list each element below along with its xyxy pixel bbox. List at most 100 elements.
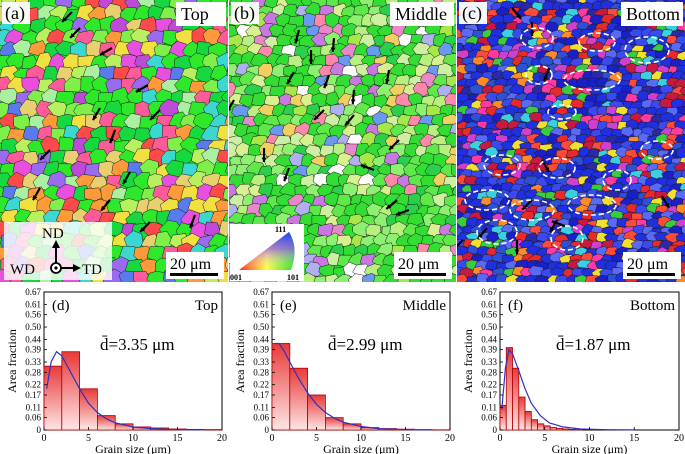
y-tick-label: 0.28	[481, 367, 497, 377]
y-tick-label: 0.33	[481, 357, 497, 367]
x-tick-label: 10	[356, 433, 366, 444]
panel-label: (a)	[5, 3, 25, 24]
position-label: Top	[181, 4, 209, 24]
highlight-ellipse	[464, 189, 510, 211]
scale-label: 20 μm	[627, 256, 669, 273]
y-tick-label: 0.44	[25, 334, 41, 344]
highlight-ellipse	[483, 154, 521, 176]
y-tick-label: 0.67	[481, 287, 497, 297]
wd-axis-label: WD	[10, 262, 35, 278]
x-axis-label: Grain size (μm)	[95, 442, 171, 454]
y-tick-label: 0.39	[481, 345, 497, 355]
highlight-ellipse	[567, 194, 617, 216]
y-tick-label: 0.61	[481, 299, 497, 309]
histogram-bar	[524, 411, 532, 431]
highlight-ellipse	[547, 104, 577, 120]
y-axis-label: Area fraction	[5, 329, 19, 393]
x-tick-label: 20	[445, 433, 455, 444]
ebsd-map-middle: (b) Middle 20 μm 111 001 101	[229, 0, 456, 282]
scale-bar	[398, 273, 446, 276]
ebsd-map-middle-image: (b) Middle 20 μm 111 001 101	[229, 0, 456, 282]
histogram-bar	[61, 351, 80, 431]
histogram-middle: 0 0.06 0.11 0.17 0.22 0.28 0.33 0.39 0.44 0.50 0.5…	[228, 282, 456, 454]
lognormal-fit-curve	[501, 348, 635, 431]
y-axis-label: Area fraction	[233, 329, 247, 393]
y-tick-label: 0.61	[253, 299, 269, 309]
position-label: Bottom	[626, 4, 680, 24]
y-tick-label: 0.61	[25, 299, 41, 309]
position-label: Bottom	[630, 298, 675, 314]
histogram-top: 0 0.06 0.11 0.17 0.22 0.28 0.33 0.39 0.44 0.50 0.5…	[0, 282, 228, 454]
y-tick-label: 0.11	[482, 402, 497, 412]
arrow-marker	[229, 99, 235, 111]
y-tick-label: 0.67	[25, 287, 41, 297]
highlight-ellipse	[520, 27, 554, 49]
y-tick-label: 0.06	[253, 413, 269, 423]
histogram-middle-plot: 00.060.110.170.220.280.330.390.440.500.5…	[233, 287, 455, 454]
mean-grain-size: d̄=2.99 μm	[328, 335, 402, 354]
scale-bar	[170, 273, 218, 276]
highlight-ellipse	[602, 169, 632, 191]
histogram-bar	[97, 415, 116, 431]
y-tick-label: 0.06	[25, 413, 41, 423]
lognormal-fit-curve	[46, 350, 205, 431]
y-tick-label: 0	[265, 425, 270, 435]
y-tick-label: 0.17	[481, 390, 497, 400]
x-tick-label: 15	[401, 433, 411, 444]
x-axis-label: Grain size (μm)	[323, 442, 399, 454]
x-tick-label: 15	[173, 433, 183, 444]
histogram-bar	[512, 367, 520, 431]
highlight-ellipse	[525, 65, 553, 85]
arrow-marker	[457, 239, 464, 248]
histogram-bar	[43, 365, 63, 431]
x-tick-label: 10	[585, 433, 595, 444]
x-tick-label: 5	[314, 433, 319, 444]
ipf-111-label: 111	[275, 225, 286, 234]
highlight-ellipse	[476, 219, 518, 245]
highlight-ellipse	[563, 69, 621, 91]
histogram-bar	[518, 396, 526, 431]
y-tick-label: 0.28	[25, 367, 41, 377]
x-tick-label: 5	[542, 433, 547, 444]
y-tick-label: 0.44	[481, 334, 497, 344]
ebsd-map-top-image: (a) Top 20 μm ND WD TD	[0, 0, 228, 282]
x-tick-label: 0	[498, 433, 503, 444]
y-tick-label: 0.33	[25, 357, 41, 367]
x-tick-label: 20	[217, 433, 227, 444]
y-tick-label: 0	[37, 425, 42, 435]
y-tick-label: 0.06	[481, 413, 497, 423]
histogram-bar	[307, 394, 326, 431]
panel-label: (d)	[52, 298, 70, 314]
x-tick-label: 20	[674, 433, 684, 444]
y-tick-label: 0.22	[481, 380, 497, 390]
scale-label: 20 μm	[170, 256, 212, 273]
y-tick-label: 0.28	[253, 367, 269, 377]
y-tick-label: 0.50	[253, 322, 269, 332]
y-tick-label: 0.39	[25, 345, 41, 355]
x-tick-label: 0	[42, 433, 47, 444]
y-tick-label: 0.56	[253, 310, 269, 320]
highlight-ellipse	[509, 199, 555, 221]
mean-grain-size: d̄=3.35 μm	[100, 335, 174, 354]
histogram-bar	[568, 428, 576, 431]
y-tick-label: 0.17	[253, 390, 269, 400]
position-label: Middle	[395, 4, 447, 24]
position-label: Top	[195, 298, 218, 314]
highlight-ellipse	[550, 225, 584, 251]
sample-axes-legend: ND WD TD	[4, 222, 112, 280]
ebsd-map-top: (a) Top 20 μm ND WD TD	[0, 0, 228, 282]
grain-layer	[457, 0, 685, 282]
y-tick-label: 0.33	[253, 357, 269, 367]
x-tick-label: 15	[629, 433, 639, 444]
y-tick-label: 0.50	[25, 322, 41, 332]
y-tick-label: 0.17	[25, 390, 41, 400]
highlight-ellipse	[640, 140, 674, 160]
histogram-bar	[530, 419, 538, 431]
arrow-markers	[32, 11, 197, 233]
y-axis-label: Area fraction	[461, 329, 475, 393]
plot-frame	[499, 291, 680, 431]
y-tick-label: 0.39	[253, 345, 269, 355]
y-tick-label: 0.11	[254, 402, 269, 412]
histogram-bottom-plot: 00.060.110.170.220.280.330.390.440.500.5…	[461, 287, 684, 454]
nd-axis-label: ND	[42, 226, 64, 242]
